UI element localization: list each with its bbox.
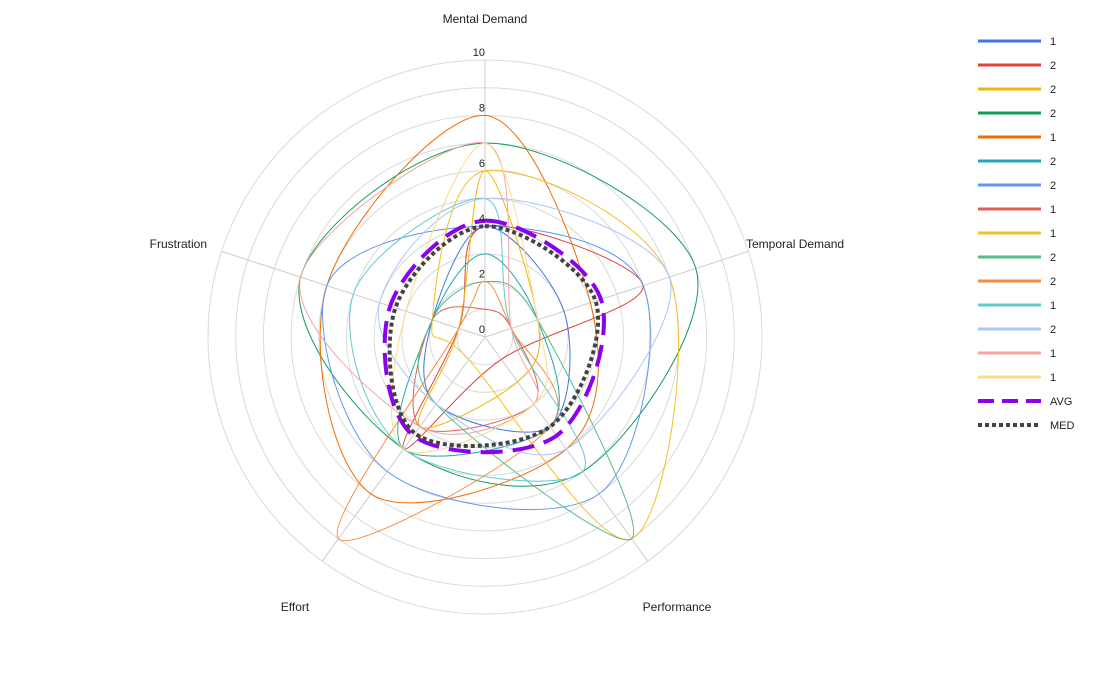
legend-label: 2 — [1050, 180, 1056, 192]
series-line-2 — [298, 142, 699, 487]
legend-label: 1 — [1050, 132, 1056, 144]
legend-label: 1 — [1050, 36, 1056, 48]
legend-label: MED — [1050, 420, 1075, 432]
series-line-1 — [431, 169, 679, 540]
radar-labels: 0 2 4 6 8 10 Mental Demand Temporal Demand Perfo… — [150, 12, 844, 614]
axis-label: Temporal Demand — [746, 237, 844, 251]
legend-label: 2 — [1050, 276, 1056, 288]
series-line-2 — [417, 170, 541, 429]
legend-label: 1 — [1050, 372, 1056, 384]
radial-tick-label: 0 — [479, 324, 485, 336]
legend-label: 1 — [1050, 204, 1056, 216]
radial-tick-label: 8 — [479, 102, 485, 114]
legend-label: 2 — [1050, 108, 1056, 120]
legend-label: 1 — [1050, 300, 1056, 312]
series-line-1 — [299, 142, 539, 435]
radial-tick-label: 2 — [479, 269, 485, 281]
axis-label: Frustration — [150, 237, 207, 251]
radial-tick-label: 6 — [479, 158, 485, 170]
series-line-2 — [377, 197, 672, 456]
legend-label: 1 — [1050, 348, 1056, 360]
axis-label: Effort — [281, 600, 310, 614]
axis-label: Mental Demand — [443, 12, 528, 26]
radar-series — [298, 114, 699, 541]
legend-label: 2 — [1050, 252, 1056, 264]
legend-label: AVG — [1050, 396, 1072, 408]
radial-tick-label: 10 — [473, 47, 485, 59]
legend-label: 2 — [1050, 60, 1056, 72]
legend-label: 1 — [1050, 228, 1056, 240]
series-line-2 — [336, 281, 559, 541]
series-line-1 — [423, 225, 571, 433]
series-line-2 — [322, 225, 651, 511]
series-line-1 — [349, 197, 586, 482]
radial-tick-label: 4 — [479, 213, 485, 225]
axis-spoke — [484, 250, 749, 338]
series-line-med — [387, 224, 601, 448]
chart-legend: 1 2 2 2 1 2 2 1 1 2 2 1 2 1 1 AVG MED — [978, 36, 1075, 432]
series-line-avg — [382, 218, 606, 455]
axis-label: Performance — [643, 600, 712, 614]
series-line-2 — [397, 253, 560, 457]
legend-label: 2 — [1050, 156, 1056, 168]
legend-label: 2 — [1050, 324, 1056, 336]
legend-label: 2 — [1050, 84, 1056, 96]
